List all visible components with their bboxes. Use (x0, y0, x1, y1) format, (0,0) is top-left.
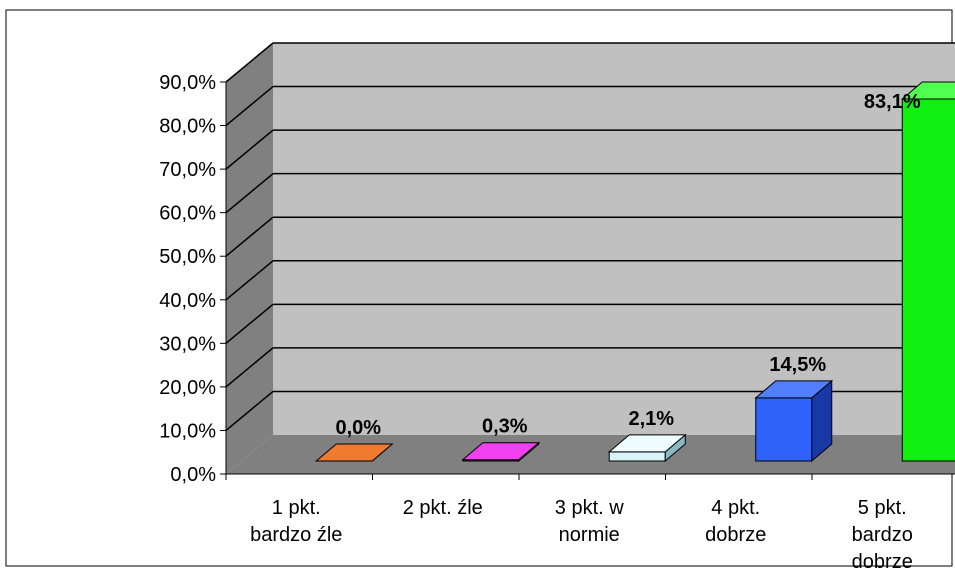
gridline-side (225, 129, 274, 170)
gridline-side (225, 216, 274, 257)
data-label: 0,0% (335, 417, 381, 439)
data-label: 83,1% (864, 91, 921, 113)
category-label: 2 pkt. źle (403, 497, 483, 519)
axes (220, 81, 955, 480)
bar (314, 443, 394, 462)
bar (900, 81, 955, 462)
bar-front (901, 98, 955, 462)
y-tick-label: 10,0% (159, 420, 216, 442)
gridline-side (225, 303, 274, 344)
category-label: 4 pkt. dobrze (705, 497, 766, 546)
bar-top (754, 380, 834, 399)
category-labels: 1 pkt. bardzo źle 2 pkt. źle 3 pkt. w normie… (250, 497, 913, 568)
bar-top (461, 442, 541, 461)
y-tick-label: 30,0% (159, 333, 216, 355)
bars (314, 81, 955, 463)
category-label: 1 pkt. bardzo źle (250, 497, 342, 546)
data-label: 2,1% (628, 408, 674, 430)
bar-front (608, 451, 666, 462)
data-label: 14,5% (769, 354, 826, 376)
y-tick-label: 60,0% (159, 203, 216, 225)
y-tick-label: 20,0% (159, 377, 216, 399)
bar-top (900, 81, 955, 100)
gridline-side (225, 173, 274, 214)
plot-back-wall (273, 43, 955, 435)
category-label: 5 pkt. bardzo dobrze (852, 497, 913, 568)
bar (754, 379, 834, 463)
bar-top (607, 434, 687, 453)
y-tick-label: 40,0% (159, 290, 216, 312)
bar-front (755, 397, 813, 462)
plot-side-wall (226, 43, 273, 474)
gridlines (225, 42, 955, 432)
bar-top (314, 443, 394, 462)
gridline-side (225, 85, 274, 127)
bar (607, 433, 687, 463)
y-tick-label: 50,0% (159, 246, 216, 268)
bar (461, 441, 541, 463)
y-tick-label: 0,0% (170, 464, 216, 486)
data-label: 0,3% (482, 416, 528, 438)
gridline-side (225, 42, 274, 83)
y-tick-label: 70,0% (159, 159, 216, 181)
gridline-side (225, 347, 274, 388)
y-tick-label: 80,0% (159, 116, 216, 138)
y-tick-label: 90,0% (159, 72, 216, 94)
gridline-side (225, 390, 274, 432)
gridline-side (225, 260, 274, 301)
y-tick-labels: 0,0% 10,0% 20,0% 30,0% 40,0% 50,0% 60,0% 70,0% 8… (159, 72, 216, 486)
data-labels: 0,0% 0,3% 2,1% 14,5% 83,1% (335, 91, 920, 439)
category-label: 3 pkt. w normie (555, 497, 624, 546)
